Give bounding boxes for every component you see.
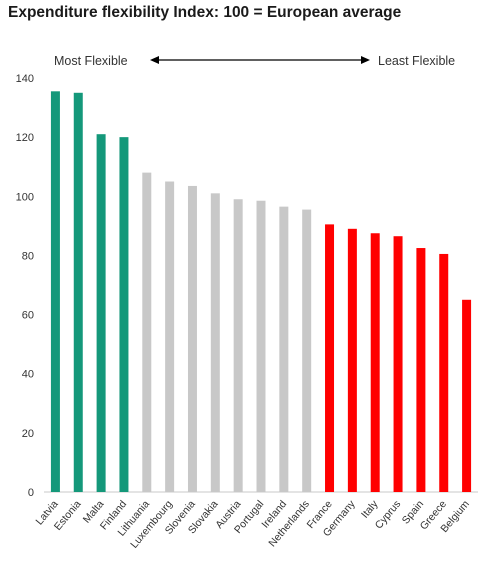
bar-slovenia — [187, 185, 197, 492]
chart-title: Expenditure flexibility Index: 100 = Eur… — [8, 4, 402, 21]
annotation-layer: Most Flexible Least Flexible — [54, 54, 455, 68]
bar-estonia — [73, 92, 83, 492]
bar-greece — [439, 253, 449, 492]
y-tick-label: 80 — [22, 250, 34, 262]
bar-latvia — [50, 91, 60, 492]
y-tick-label: 40 — [22, 369, 34, 381]
axis-layer: 0 20 40 60 80 100 120 140 — [16, 73, 478, 499]
x-tick-label: Cyprus — [373, 498, 404, 531]
y-tick-label: 100 — [16, 191, 34, 203]
y-tick-label: 140 — [16, 73, 34, 85]
bar-layer — [50, 91, 472, 493]
bar-france — [325, 224, 335, 492]
bar-portugal — [256, 200, 266, 492]
bar-italy — [370, 233, 380, 492]
bar-cyprus — [393, 236, 403, 492]
y-tick-label: 0 — [28, 487, 34, 499]
bar-belgium — [462, 299, 472, 492]
bar-spain — [416, 248, 426, 492]
annotation-most-flexible: Most Flexible — [54, 54, 128, 68]
bar-finland — [119, 137, 129, 492]
arrow-left-head-icon — [150, 56, 159, 64]
bar-lithuania — [142, 172, 152, 492]
y-tick-label: 60 — [22, 310, 34, 322]
bar-slovakia — [210, 193, 220, 492]
label-layer: LatviaEstoniaMaltaFinlandLithuaniaLuxemb… — [34, 498, 473, 551]
y-tick-label: 20 — [22, 428, 34, 440]
bar-netherlands — [302, 209, 312, 492]
bar-austria — [233, 199, 243, 493]
y-tick-label: 120 — [16, 132, 34, 144]
bar-malta — [96, 134, 106, 492]
bar-germany — [347, 228, 357, 492]
arrow-right-head-icon — [361, 56, 370, 64]
annotation-least-flexible: Least Flexible — [378, 54, 455, 68]
bar-ireland — [279, 206, 289, 492]
bar-luxembourg — [165, 181, 175, 492]
